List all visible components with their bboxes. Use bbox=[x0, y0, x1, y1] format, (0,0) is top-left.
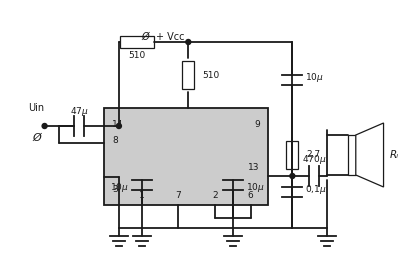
Text: 14: 14 bbox=[112, 120, 123, 129]
Text: 6: 6 bbox=[248, 190, 254, 199]
Text: 8: 8 bbox=[112, 136, 118, 145]
Text: Ø: Ø bbox=[32, 133, 41, 143]
Text: 7: 7 bbox=[176, 190, 181, 199]
Circle shape bbox=[116, 123, 122, 129]
Text: 510: 510 bbox=[128, 52, 145, 60]
Text: + Vcc: + Vcc bbox=[156, 32, 184, 42]
Text: 2: 2 bbox=[212, 190, 218, 199]
Bar bbox=[120, 36, 154, 48]
Text: Ø: Ø bbox=[141, 32, 149, 42]
Bar bbox=[286, 141, 298, 169]
Circle shape bbox=[186, 40, 191, 44]
Text: 13: 13 bbox=[248, 163, 260, 172]
Text: 10$\mu$: 10$\mu$ bbox=[246, 181, 264, 194]
Bar bbox=[182, 61, 194, 89]
Text: 9: 9 bbox=[254, 120, 260, 129]
Text: 470$\mu$: 470$\mu$ bbox=[302, 153, 326, 167]
Text: 10$\mu$: 10$\mu$ bbox=[110, 181, 129, 194]
Text: Rₗ: Rₗ bbox=[390, 150, 398, 160]
Circle shape bbox=[42, 123, 47, 129]
Text: 0,1$\mu$: 0,1$\mu$ bbox=[305, 183, 327, 197]
Text: 510: 510 bbox=[202, 71, 220, 80]
Bar bbox=[348, 135, 356, 175]
Text: Uin: Uin bbox=[29, 103, 45, 113]
Text: 2,7: 2,7 bbox=[306, 151, 320, 160]
Bar bbox=[104, 108, 268, 205]
Circle shape bbox=[290, 173, 295, 179]
Text: 47$\mu$: 47$\mu$ bbox=[70, 105, 89, 119]
Text: 1: 1 bbox=[139, 190, 144, 199]
Text: 10$\mu$: 10$\mu$ bbox=[305, 71, 324, 84]
Polygon shape bbox=[356, 123, 384, 187]
Text: 3: 3 bbox=[112, 185, 118, 194]
